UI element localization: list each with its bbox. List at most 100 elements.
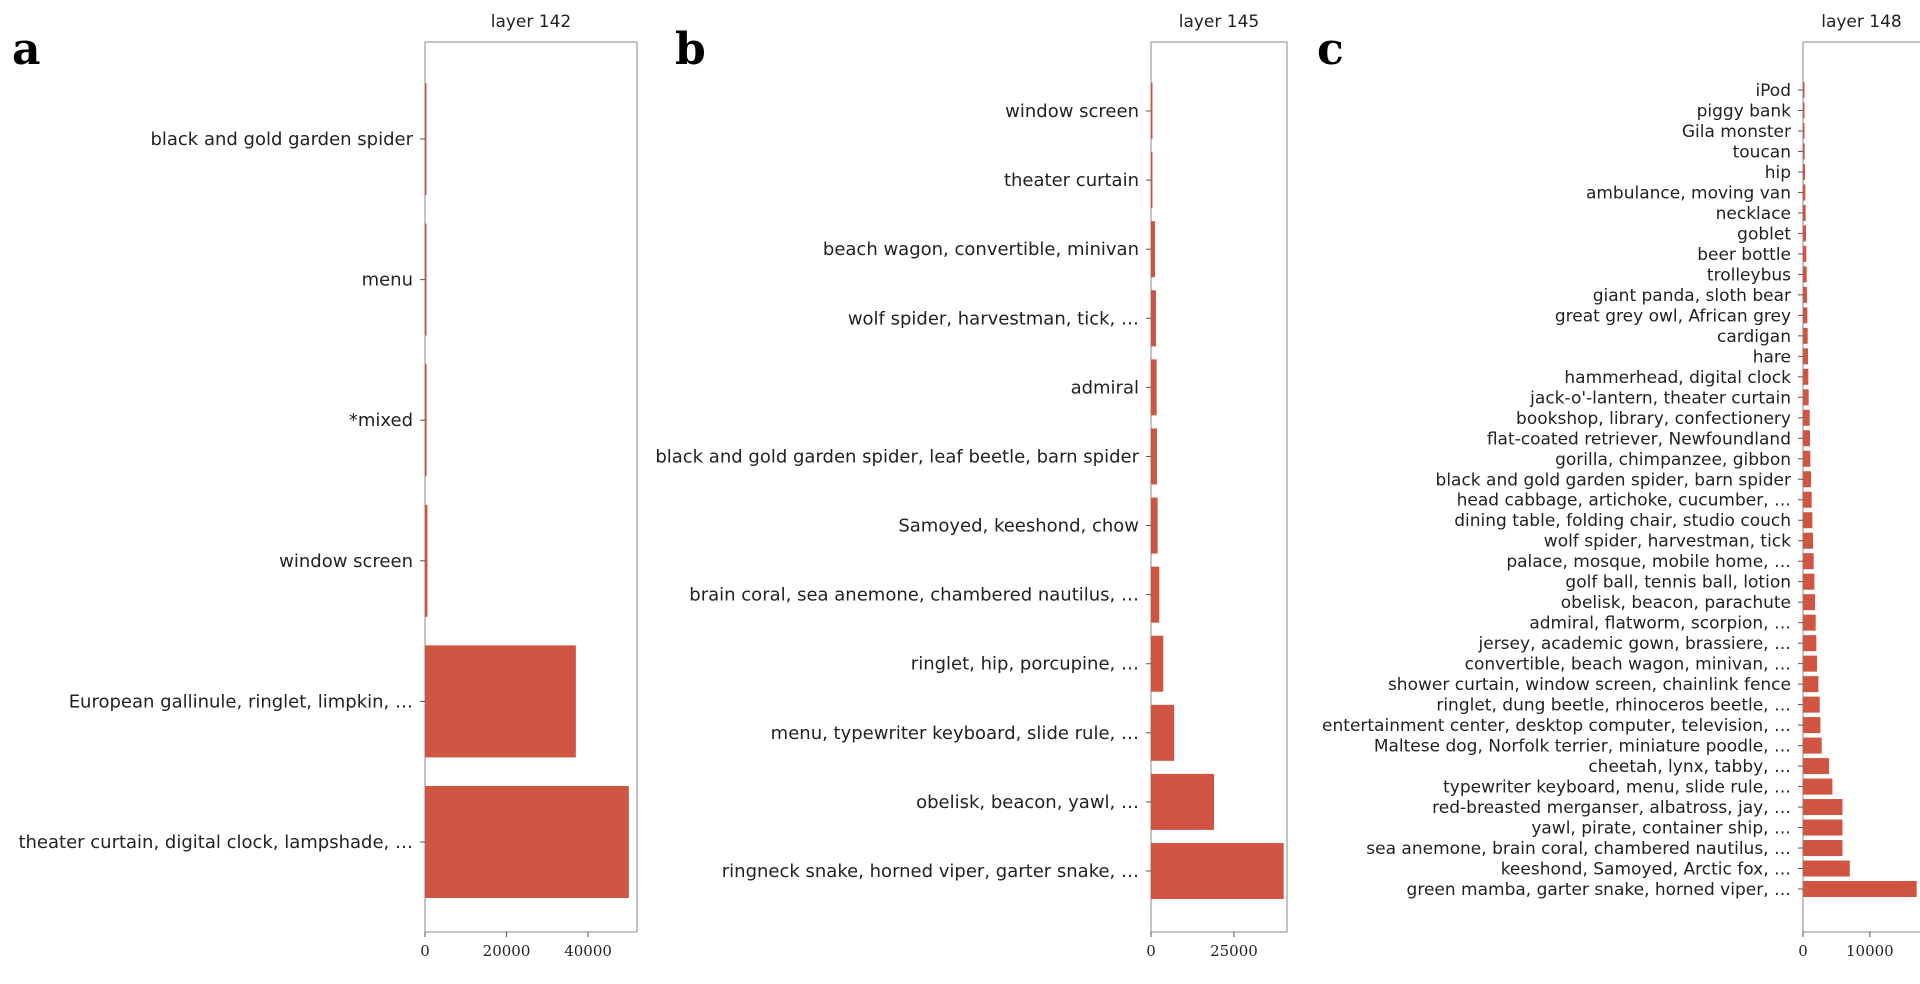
bar bbox=[1151, 152, 1153, 209]
bar bbox=[1803, 307, 1808, 324]
panel-title: layer 148 bbox=[1821, 12, 1902, 32]
category-label: wolf spider, harvestman, tick bbox=[1544, 532, 1791, 552]
bar bbox=[1803, 245, 1807, 262]
bar bbox=[1803, 840, 1843, 857]
bar bbox=[425, 786, 629, 898]
bar bbox=[425, 645, 576, 758]
bar bbox=[1803, 450, 1811, 467]
bar bbox=[1803, 471, 1812, 488]
category-label: green mamba, garter snake, horned viper,… bbox=[1407, 880, 1791, 900]
category-label: toucan bbox=[1733, 142, 1791, 162]
category-label: Maltese dog, Norfolk terrier, miniature … bbox=[1374, 737, 1791, 757]
panel-b: layer 145 window screen theater curtain bea… bbox=[655, 12, 1288, 960]
bar bbox=[1151, 566, 1160, 623]
category-label: keeshond, Samoyed, Arctic fox, … bbox=[1501, 860, 1791, 880]
bar bbox=[425, 223, 427, 336]
category-label: convertible, beach wagon, minivan, … bbox=[1465, 655, 1791, 675]
category-label: admiral bbox=[1071, 377, 1139, 398]
category-label: golf ball, tennis ball, lotion bbox=[1565, 573, 1791, 593]
bar bbox=[1803, 635, 1817, 652]
category-label: beer bottle bbox=[1697, 245, 1791, 265]
category-label: black and gold garden spider, leaf beetl… bbox=[655, 446, 1139, 467]
bar bbox=[1151, 635, 1164, 692]
category-label: cardigan bbox=[1717, 327, 1791, 347]
bar bbox=[1803, 389, 1809, 406]
x-tick-label: 10000 bbox=[1846, 942, 1894, 960]
bar bbox=[1803, 286, 1808, 303]
category-label: ringlet, dung beetle, rhinoceros beetle,… bbox=[1436, 696, 1791, 716]
category-label: shower curtain, window screen, chainlink… bbox=[1388, 675, 1791, 695]
category-label: gorilla, chimpanzee, gibbon bbox=[1555, 450, 1791, 470]
bar bbox=[425, 364, 427, 477]
category-label: typewriter keyboard, menu, slide rule, … bbox=[1443, 778, 1791, 798]
bar bbox=[1803, 655, 1818, 672]
category-label: trolleybus bbox=[1707, 265, 1791, 285]
category-label: black and gold garden spider bbox=[150, 129, 413, 150]
category-label: European gallinule, ringlet, limpkin, … bbox=[69, 691, 413, 712]
bar bbox=[1803, 696, 1820, 713]
bar bbox=[1151, 843, 1284, 899]
bar bbox=[1803, 368, 1809, 385]
x-tick-label: 0 bbox=[1146, 942, 1156, 960]
bar bbox=[1803, 573, 1815, 590]
category-label: brain coral, sea anemone, chambered naut… bbox=[689, 585, 1139, 606]
x-tick-label: 0 bbox=[420, 942, 430, 960]
panel-a: layer 142 black and gold garden spider men… bbox=[18, 12, 638, 960]
category-label: menu bbox=[362, 270, 413, 291]
bar bbox=[1151, 290, 1156, 347]
bar bbox=[1803, 614, 1816, 631]
category-label: obelisk, beacon, yawl, … bbox=[916, 792, 1139, 813]
bar bbox=[1151, 428, 1157, 485]
category-label: ambulance, moving van bbox=[1586, 183, 1791, 203]
bar bbox=[1803, 163, 1806, 180]
category-label: window screen bbox=[279, 551, 413, 572]
category-label: obelisk, beacon, parachute bbox=[1561, 593, 1791, 613]
category-label: theater curtain, digital clock, lampshad… bbox=[18, 832, 413, 853]
bar bbox=[1803, 430, 1811, 447]
category-label: jack-o'-lantern, theater curtain bbox=[1529, 388, 1791, 408]
bar bbox=[1803, 717, 1821, 734]
bar bbox=[1803, 225, 1807, 242]
bar bbox=[1151, 497, 1158, 554]
category-label: giant panda, sloth bear bbox=[1593, 286, 1791, 306]
x-tick-label: 40000 bbox=[564, 942, 612, 960]
category-label: Samoyed, keeshond, chow bbox=[898, 516, 1139, 537]
category-label: cheetah, lynx, tabby, … bbox=[1588, 757, 1791, 777]
bar bbox=[1803, 532, 1814, 549]
bar bbox=[1803, 737, 1822, 754]
category-label: beach wagon, convertible, minivan bbox=[823, 239, 1139, 260]
category-label: menu, typewriter keyboard, slide rule, … bbox=[771, 723, 1139, 744]
category-label: hip bbox=[1765, 163, 1791, 183]
category-label: sea anemone, brain coral, chambered naut… bbox=[1366, 839, 1791, 859]
category-label: window screen bbox=[1005, 101, 1139, 122]
category-label: head cabbage, artichoke, cucumber, … bbox=[1457, 491, 1791, 511]
bar bbox=[1803, 143, 1805, 160]
bar bbox=[1151, 221, 1155, 278]
bar bbox=[1803, 82, 1805, 98]
x-tick-label: 20000 bbox=[483, 942, 531, 960]
bar bbox=[1803, 102, 1805, 119]
bar bbox=[1803, 799, 1843, 816]
bar bbox=[1803, 881, 1917, 897]
bar bbox=[1803, 184, 1806, 201]
bar bbox=[1803, 819, 1843, 836]
bar bbox=[1151, 359, 1157, 416]
category-label: flat-coated retriever, Newfoundland bbox=[1487, 429, 1791, 449]
bar bbox=[1803, 758, 1830, 775]
category-label: theater curtain bbox=[1004, 170, 1139, 191]
bar bbox=[1803, 512, 1813, 529]
panel-label-a: a bbox=[12, 24, 41, 75]
panel-label-c: c bbox=[1317, 24, 1344, 75]
category-label: *mixed bbox=[349, 410, 413, 431]
bar bbox=[1151, 773, 1215, 830]
bar bbox=[1803, 860, 1850, 877]
bar bbox=[1803, 594, 1816, 611]
bar bbox=[1151, 83, 1153, 139]
category-label: piggy bank bbox=[1697, 101, 1792, 121]
bar bbox=[1151, 704, 1175, 761]
category-label: palace, mosque, mobile home, … bbox=[1506, 552, 1791, 572]
category-label: ringlet, hip, porcupine, … bbox=[911, 654, 1139, 675]
bar bbox=[1803, 348, 1809, 365]
